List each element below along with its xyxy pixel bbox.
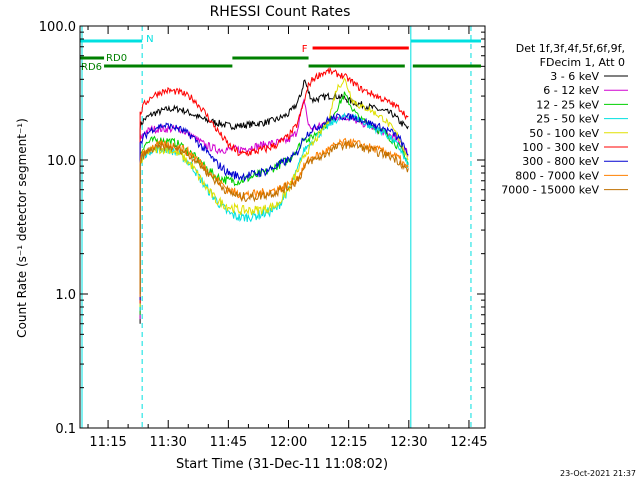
y-axis-label: Count Rate (s⁻¹ detector segment⁻¹)	[15, 118, 29, 338]
legend-header-line-1: Det 1f,3f,4f,5f,6f,9f,	[516, 42, 625, 55]
y-tick-label-1: 0.1	[55, 422, 76, 437]
series-line-8	[139, 137, 409, 297]
flag-label-rd6: RD6	[81, 62, 102, 73]
flag-label-n: N	[146, 34, 153, 45]
legend-label-7: 300 - 800 keV	[522, 155, 599, 168]
series-line-2	[139, 98, 409, 320]
legend-label-3: 12 - 25 keV	[536, 98, 599, 111]
y-tick-label-4: 100.0	[39, 20, 76, 35]
series-line-6	[139, 66, 409, 304]
legend-label-9: 7000 - 15000 keV	[501, 184, 599, 197]
x-tick-label-3: 11:45	[210, 435, 247, 450]
series-line-7	[139, 113, 409, 301]
timestamp: 23-Oct-2021 21:37	[560, 469, 636, 478]
x-tick-label-1: 11:15	[89, 435, 126, 450]
legend-header-line-2: FDecim 1, Att 0	[540, 56, 625, 69]
flag-label-f: F	[302, 44, 308, 55]
legend-label-4: 25 - 50 keV	[536, 113, 599, 126]
flag-label-rd0: RD0	[106, 53, 127, 64]
series-line-5	[139, 77, 409, 307]
y-tick-label-2: 1.0	[55, 288, 76, 303]
x-axis-label: Start Time (31-Dec-11 11:08:02)	[176, 457, 388, 472]
legend-label-8: 800 - 7000 keV	[515, 169, 599, 182]
y-tick-label-3: 10.0	[47, 154, 76, 169]
legend-label-5: 50 - 100 keV	[529, 127, 599, 140]
chart-title: RHESSI Count Rates	[210, 4, 351, 20]
x-tick-label-2: 11:30	[149, 435, 186, 450]
series-line-9	[139, 139, 409, 294]
legend-label-2: 6 - 12 keV	[543, 84, 599, 97]
x-tick-label-4: 12:00	[270, 435, 307, 450]
series-line-1	[139, 79, 409, 324]
legend-label-1: 3 - 6 keV	[550, 70, 599, 83]
x-tick-label-5: 12:15	[330, 435, 367, 450]
x-tick-label-7: 12:45	[450, 435, 487, 450]
plot-frame	[79, 25, 486, 429]
legend-label-6: 100 - 300 keV	[522, 141, 599, 154]
x-tick-label-6: 12:30	[390, 435, 427, 450]
